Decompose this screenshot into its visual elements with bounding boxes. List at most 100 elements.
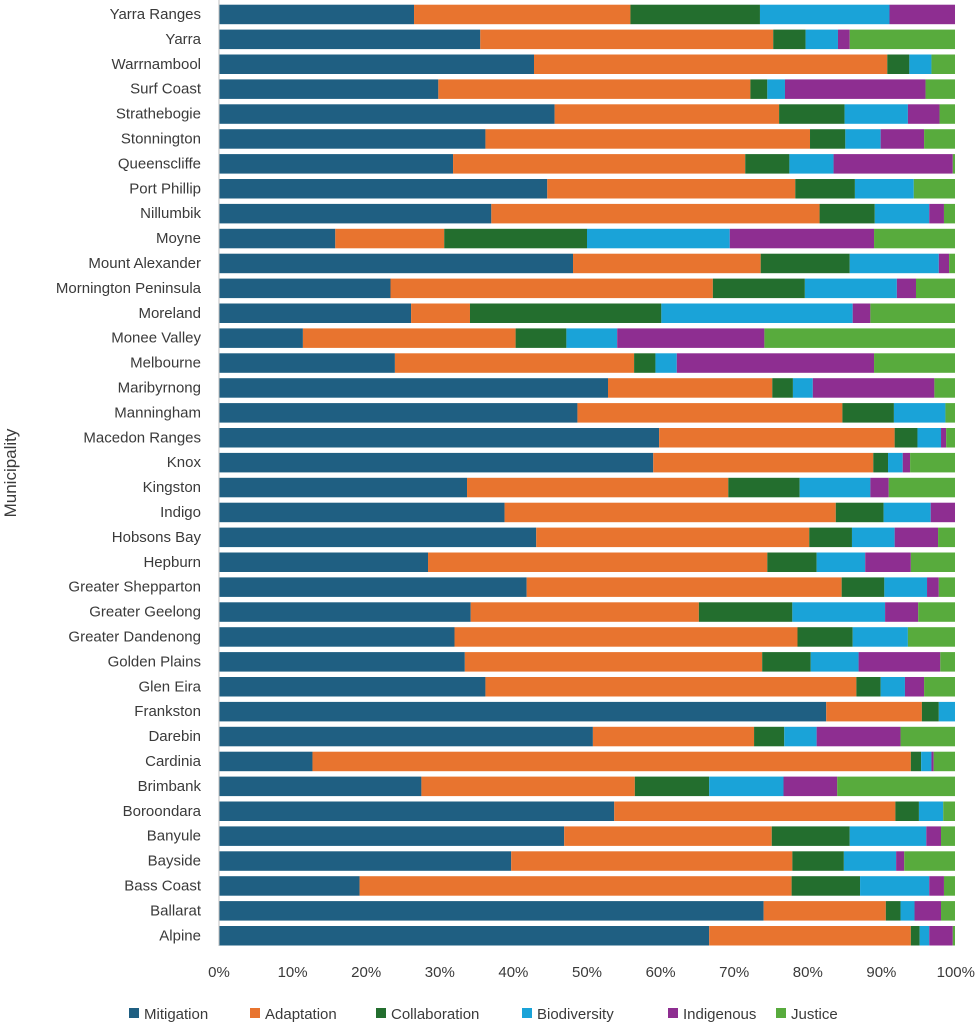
category-label: Indigo: [160, 504, 201, 521]
bar-segment-collaboration: [910, 926, 920, 946]
bar-segment-collaboration: [885, 901, 901, 921]
bar-segment-indigenous: [833, 154, 953, 174]
bar-segment-collaboration: [750, 79, 768, 99]
bar-segment-adaptation: [592, 726, 755, 747]
bar-segment-justice: [933, 751, 955, 772]
legend-swatch-biodiversity: [522, 1008, 532, 1018]
bar-segment-biodiversity: [759, 4, 890, 25]
bar-segment-justice: [941, 826, 955, 846]
bar-segment-justice: [849, 29, 955, 50]
bar-segment-adaptation: [763, 901, 886, 921]
bar-segment-collaboration: [515, 328, 567, 348]
bar-segment-mitigation: [219, 602, 471, 622]
category-label: Warrnambool: [112, 56, 201, 73]
x-tick-label: 100%: [937, 964, 975, 981]
category-label: Glen Eira: [138, 678, 201, 695]
bar-segment-adaptation: [454, 627, 798, 647]
bar-segment-justice: [949, 253, 955, 274]
bar-segment-biodiversity: [852, 627, 908, 647]
bar-segment-biodiversity: [789, 154, 834, 174]
bar-segment-collaboration: [444, 228, 587, 249]
bar-segment-justice: [952, 926, 955, 946]
bar-segment-biodiversity: [799, 477, 871, 498]
category-label: Alpine: [159, 927, 201, 944]
bar-segment-biodiversity: [918, 801, 944, 821]
bar-segment-collaboration: [841, 577, 885, 597]
bar-segment-indigenous: [904, 677, 925, 697]
bar-segment-mitigation: [219, 54, 535, 74]
bar-segment-collaboration: [779, 104, 845, 124]
bar-segment-collaboration: [767, 552, 817, 572]
bars-layer: [219, 4, 955, 946]
bar-segment-mitigation: [219, 577, 527, 597]
bar-segment-adaptation: [485, 129, 811, 149]
bar-segment-justice: [925, 79, 955, 99]
category-label: Ballarat: [150, 902, 202, 919]
bar-segment-collaboration: [895, 801, 919, 821]
bar-segment-mitigation: [219, 29, 481, 50]
legend-label-collaboration: Collaboration: [391, 1006, 479, 1023]
legend-label-justice: Justice: [791, 1006, 838, 1023]
bar-segment-indigenous: [852, 303, 871, 323]
legend-label-biodiversity: Biodiversity: [537, 1006, 614, 1023]
bar-segment-adaptation: [653, 452, 874, 473]
bar-segment-justice: [874, 353, 955, 373]
bar-segment-collaboration: [842, 403, 894, 423]
bar-segment-collaboration: [887, 54, 910, 74]
category-label: Knox: [167, 454, 202, 471]
bar-segment-justice: [939, 104, 955, 124]
bar-segment-mitigation: [219, 726, 593, 747]
bar-segment-indigenous: [885, 602, 919, 622]
category-label: Greater Shepparton: [68, 579, 201, 596]
bar-segment-mitigation: [219, 353, 395, 373]
category-label: Hobsons Bay: [112, 529, 202, 546]
bar-segment-collaboration: [773, 29, 806, 50]
bar-segment-mitigation: [219, 428, 660, 448]
bar-segment-biodiversity: [661, 303, 853, 323]
bar-segment-adaptation: [608, 378, 773, 398]
bar-segment-justice: [915, 278, 955, 299]
category-label: Mount Alexander: [88, 255, 201, 272]
category-label: Mornington Peninsula: [56, 280, 202, 297]
category-label: Brimbank: [138, 778, 202, 795]
bar-segment-justice: [870, 303, 955, 323]
bar-segment-indigenous: [927, 577, 939, 597]
bar-segment-indigenous: [889, 4, 955, 25]
bar-segment-biodiversity: [884, 577, 928, 597]
bar-segment-indigenous: [617, 328, 765, 348]
bar-segment-biodiversity: [883, 502, 931, 523]
bar-segment-collaboration: [771, 826, 850, 846]
bar-segment-justice: [913, 179, 955, 199]
bar-segment-justice: [941, 901, 955, 921]
bar-segment-justice: [888, 477, 955, 498]
bar-segment-justice: [904, 851, 955, 871]
bar-segment-mitigation: [219, 502, 505, 523]
bar-segment-justice: [934, 378, 955, 398]
bar-segment-mitigation: [219, 876, 360, 896]
bar-segment-indigenous: [929, 203, 944, 224]
bar-segment-collaboration: [856, 677, 881, 697]
bar-segment-mitigation: [219, 452, 654, 473]
x-tick-labels: 0% 10% 20% 30% 40% 50% 60% 70% 80% 90% 100%: [208, 964, 975, 981]
bar-segment-collaboration: [634, 353, 656, 373]
bar-segment-mitigation: [219, 477, 468, 498]
bar-segment-collaboration: [712, 278, 805, 299]
bar-segment-justice: [874, 228, 955, 249]
category-label: Yarra: [165, 31, 201, 48]
bar-segment-mitigation: [219, 627, 455, 647]
bar-segment-mitigation: [219, 677, 486, 697]
bar-segment-mitigation: [219, 253, 574, 274]
category-label: Queenscliffe: [118, 155, 201, 172]
category-label: Bass Coast: [124, 877, 202, 894]
x-tick-label: 40%: [498, 964, 528, 981]
bar-segment-biodiversity: [844, 104, 908, 124]
bar-segment-collaboration: [772, 378, 793, 398]
bar-segment-biodiversity: [893, 403, 946, 423]
bar-segment-mitigation: [219, 652, 465, 672]
bar-segment-indigenous: [783, 776, 838, 797]
bar-segment-adaptation: [534, 54, 888, 74]
bar-segment-adaptation: [414, 4, 631, 25]
bar-segment-collaboration: [894, 428, 918, 448]
bar-segment-justice: [837, 776, 955, 797]
